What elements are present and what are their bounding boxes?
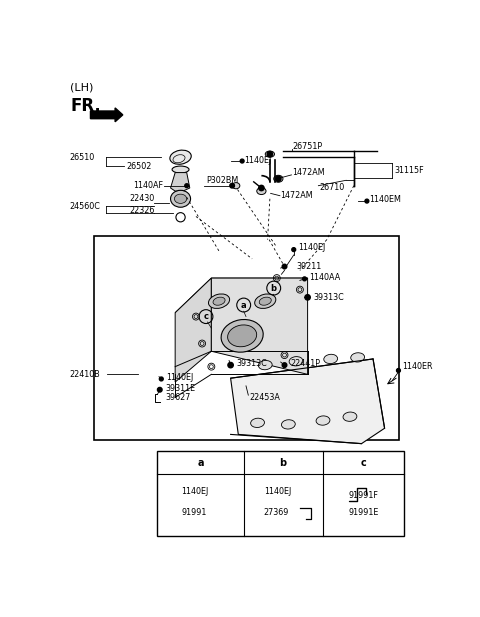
Text: (LH): (LH) <box>71 83 94 93</box>
Circle shape <box>276 176 281 181</box>
Text: a: a <box>197 458 204 468</box>
Text: 22430: 22430 <box>129 194 154 203</box>
Circle shape <box>240 159 244 163</box>
Circle shape <box>220 487 225 492</box>
Polygon shape <box>90 108 123 122</box>
Text: 26502: 26502 <box>127 162 152 171</box>
Text: 22441P: 22441P <box>291 359 321 368</box>
Ellipse shape <box>258 360 272 370</box>
Circle shape <box>157 387 162 392</box>
Circle shape <box>365 199 369 203</box>
Text: a: a <box>241 300 247 310</box>
Text: 1140EM: 1140EM <box>369 195 401 204</box>
Polygon shape <box>175 278 308 313</box>
Circle shape <box>302 277 306 281</box>
Ellipse shape <box>213 297 225 305</box>
Ellipse shape <box>351 353 365 362</box>
Text: 39627: 39627 <box>166 393 192 402</box>
Text: 26510: 26510 <box>69 152 94 162</box>
Bar <box>94 236 399 440</box>
Polygon shape <box>175 278 211 382</box>
Text: 91991: 91991 <box>181 508 207 518</box>
Text: 91991F: 91991F <box>348 491 378 500</box>
Bar <box>157 452 404 536</box>
Text: b: b <box>279 458 287 468</box>
Circle shape <box>396 368 400 373</box>
Text: 1140EJ: 1140EJ <box>264 487 291 496</box>
Ellipse shape <box>257 188 266 194</box>
Text: c: c <box>360 458 366 468</box>
Polygon shape <box>211 278 308 375</box>
Text: 31115F: 31115F <box>395 166 424 175</box>
Text: 22453A: 22453A <box>250 393 281 402</box>
Ellipse shape <box>324 354 337 363</box>
Text: 1472AM: 1472AM <box>281 191 313 200</box>
Circle shape <box>267 151 273 157</box>
Text: 1472AM: 1472AM <box>292 168 325 177</box>
Ellipse shape <box>259 297 271 305</box>
Ellipse shape <box>343 412 357 421</box>
Text: 39311E: 39311E <box>166 384 196 392</box>
Text: 24560C: 24560C <box>69 202 100 211</box>
Text: 1140EJ: 1140EJ <box>244 155 272 165</box>
Text: b: b <box>271 284 276 292</box>
Text: 39313C: 39313C <box>237 359 267 368</box>
Ellipse shape <box>274 175 283 182</box>
Circle shape <box>185 184 189 188</box>
Text: 39211: 39211 <box>296 262 321 271</box>
Text: 1140AA: 1140AA <box>309 273 340 282</box>
Text: 22326: 22326 <box>129 206 155 215</box>
Circle shape <box>282 363 287 367</box>
Text: 91991E: 91991E <box>348 508 378 518</box>
Polygon shape <box>230 359 384 444</box>
Text: 1140AF: 1140AF <box>133 181 163 190</box>
Ellipse shape <box>316 416 330 425</box>
Text: 1140EJ: 1140EJ <box>299 243 325 252</box>
Ellipse shape <box>251 418 264 428</box>
Text: 22410B: 22410B <box>69 370 100 379</box>
Text: 1140ER: 1140ER <box>402 362 433 371</box>
Ellipse shape <box>170 150 191 164</box>
Ellipse shape <box>174 194 187 204</box>
Circle shape <box>159 377 163 381</box>
Ellipse shape <box>232 183 240 189</box>
Text: 39313C: 39313C <box>314 293 345 302</box>
Text: 1140EJ: 1140EJ <box>181 487 209 496</box>
Ellipse shape <box>228 325 257 347</box>
Text: 26751P: 26751P <box>292 142 323 151</box>
Text: c: c <box>204 312 208 321</box>
Ellipse shape <box>289 357 303 366</box>
Circle shape <box>302 487 307 492</box>
Circle shape <box>230 183 234 188</box>
Ellipse shape <box>170 190 191 207</box>
Circle shape <box>259 185 264 191</box>
Circle shape <box>220 509 225 514</box>
Ellipse shape <box>265 151 275 157</box>
Text: 27369: 27369 <box>264 508 289 518</box>
Ellipse shape <box>221 320 263 352</box>
Circle shape <box>305 295 310 300</box>
Ellipse shape <box>255 294 276 308</box>
Circle shape <box>292 247 296 252</box>
Text: FR.: FR. <box>71 97 101 115</box>
Circle shape <box>282 264 287 269</box>
Ellipse shape <box>172 166 189 173</box>
Ellipse shape <box>281 420 295 429</box>
Text: 1140EJ: 1140EJ <box>166 373 193 382</box>
Text: 26710: 26710 <box>319 183 344 193</box>
Ellipse shape <box>208 294 229 308</box>
Text: P302BM: P302BM <box>206 176 238 185</box>
Circle shape <box>228 362 233 368</box>
Polygon shape <box>170 173 190 191</box>
